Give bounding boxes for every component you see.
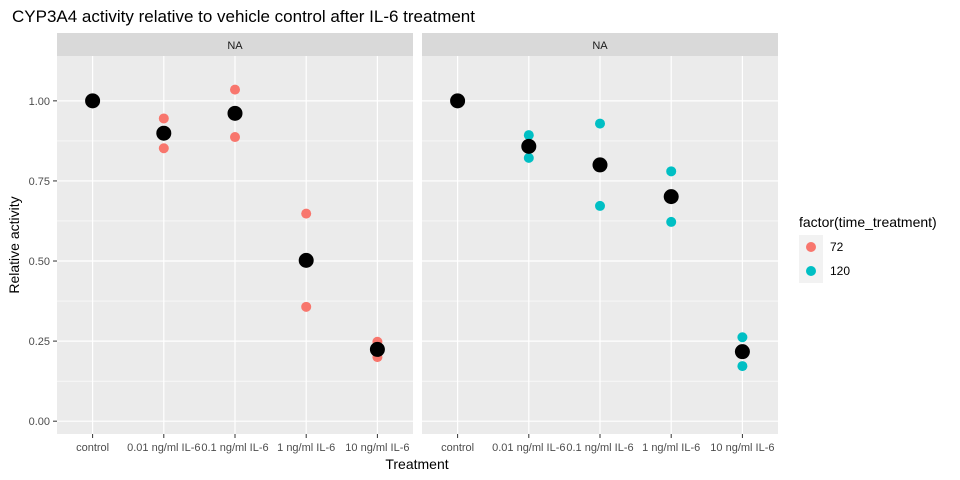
mean-point bbox=[663, 189, 679, 205]
facet-strip bbox=[422, 33, 778, 56]
replicate-point bbox=[523, 152, 534, 163]
mean-point bbox=[592, 157, 608, 173]
mean-point bbox=[227, 105, 243, 121]
x-tick-label: 0.1 ng/ml IL-6 bbox=[201, 442, 268, 454]
x-tick-label: 1 ng/ml IL-6 bbox=[277, 442, 335, 454]
facet-strip-label: NA bbox=[227, 40, 243, 52]
x-tick-label: 0.01 ng/ml IL-6 bbox=[127, 442, 200, 454]
y-tick-label: 1.00 bbox=[29, 96, 50, 108]
y-axis-title: Relative activity bbox=[6, 196, 22, 293]
facet-strip-label: NA bbox=[592, 40, 608, 52]
mean-point bbox=[85, 93, 101, 109]
replicate-point bbox=[595, 200, 605, 211]
x-tick-label: 10 ng/ml IL-6 bbox=[345, 442, 409, 454]
replicate-point bbox=[523, 130, 534, 141]
legend-label: 72 bbox=[830, 240, 844, 254]
replicate-point bbox=[230, 84, 240, 95]
x-axis-title: Treatment bbox=[385, 456, 448, 472]
y-tick-label: 0.00 bbox=[29, 416, 50, 428]
replicate-point bbox=[158, 113, 169, 124]
x-tick-label: control bbox=[76, 442, 109, 454]
facet-strip bbox=[57, 33, 413, 56]
mean-point bbox=[298, 252, 314, 268]
facet-panel-1: NA control 0.01 ng/ml IL-6 0.1 ng/ml IL-6 1 … bbox=[29, 33, 413, 454]
legend-key-72 bbox=[806, 242, 816, 252]
y-tick-label: 0.25 bbox=[29, 336, 50, 348]
legend: factor(time_treatment) 72 120 bbox=[799, 214, 937, 283]
replicate-point bbox=[666, 166, 677, 177]
replicate-point bbox=[301, 208, 312, 219]
y-tick-label: 0.50 bbox=[29, 256, 50, 268]
facet-panel-2: NA control 0.01 ng/ml IL-6 0.1 ng/ml IL-6 1 … bbox=[422, 33, 778, 454]
mean-point bbox=[156, 125, 172, 141]
replicate-point bbox=[595, 118, 605, 129]
mean-point bbox=[734, 344, 750, 360]
legend-keys: 72 120 bbox=[799, 235, 850, 283]
legend-title: factor(time_treatment) bbox=[799, 214, 937, 230]
replicate-point bbox=[158, 143, 169, 154]
x-tick-label: 10 ng/ml IL-6 bbox=[710, 442, 774, 454]
y-tick-label: 0.75 bbox=[29, 176, 50, 188]
mean-point bbox=[450, 93, 466, 109]
replicate-point bbox=[666, 216, 677, 227]
mean-point bbox=[369, 341, 385, 357]
replicate-point bbox=[737, 361, 748, 372]
replicate-point bbox=[230, 132, 240, 143]
replicate-point bbox=[301, 301, 312, 312]
x-tick-label: 0.1 ng/ml IL-6 bbox=[566, 442, 633, 454]
x-tick-label: 0.01 ng/ml IL-6 bbox=[492, 442, 565, 454]
legend-key-120 bbox=[806, 266, 816, 276]
x-tick-label: 1 ng/ml IL-6 bbox=[642, 442, 700, 454]
legend-label: 120 bbox=[830, 264, 850, 278]
mean-point bbox=[521, 138, 537, 154]
replicate-point bbox=[737, 332, 748, 343]
x-tick-label: control bbox=[441, 442, 474, 454]
chart-title: CYP3A4 activity relative to vehicle cont… bbox=[12, 7, 475, 26]
